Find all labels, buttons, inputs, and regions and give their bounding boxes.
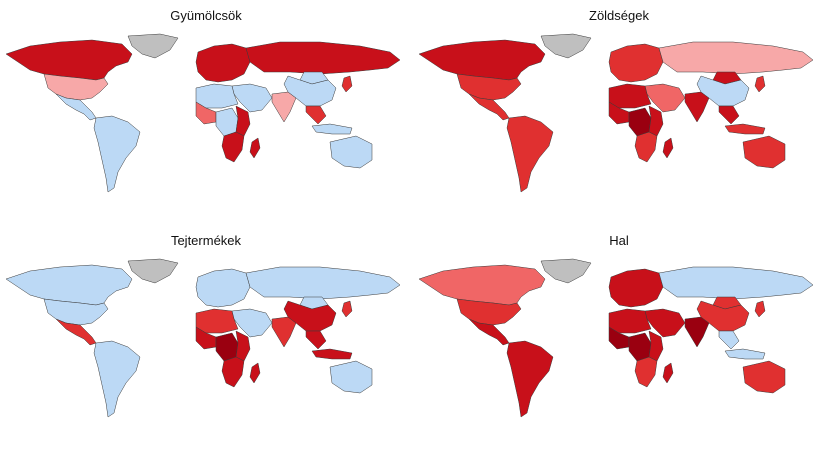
region-madagascar	[662, 137, 674, 159]
world-map	[5, 33, 401, 193]
region-east-africa	[235, 330, 251, 362]
region-india	[271, 316, 297, 348]
region-australia	[329, 360, 373, 394]
region-north-america	[5, 264, 133, 306]
region-australia	[329, 135, 373, 169]
region-east-africa	[648, 330, 664, 362]
region-middle-east	[231, 83, 273, 113]
region-southeast-asia	[305, 330, 327, 350]
region-europe	[195, 268, 251, 308]
region-south-africa	[221, 356, 245, 388]
region-india	[271, 91, 297, 123]
region-south-africa	[634, 356, 658, 388]
region-north-america	[418, 264, 546, 306]
region-china	[283, 300, 337, 332]
region-madagascar	[249, 362, 261, 384]
region-south-america	[93, 340, 141, 418]
region-south-africa	[221, 131, 245, 163]
region-south-america	[506, 340, 554, 418]
map-panel-vegetables: Zöldségek	[413, 0, 825, 225]
region-central-africa	[215, 107, 239, 137]
map-panel-fish: Hal	[413, 225, 825, 450]
region-japan	[754, 300, 766, 318]
region-east-africa	[235, 105, 251, 137]
region-middle-east	[644, 308, 686, 338]
region-central-africa	[628, 107, 652, 137]
region-middle-east	[644, 83, 686, 113]
region-southeast-asia	[718, 105, 740, 125]
world-map	[418, 258, 814, 418]
region-russia	[658, 41, 814, 75]
region-north-africa	[608, 308, 652, 334]
region-indonesia	[724, 123, 766, 135]
region-southeast-asia	[718, 330, 740, 350]
region-europe	[608, 43, 664, 83]
region-australia	[742, 360, 786, 394]
region-indonesia	[724, 348, 766, 360]
region-japan	[341, 300, 353, 318]
region-middle-east	[231, 308, 273, 338]
region-north-africa	[608, 83, 652, 109]
panel-title: Zöldségek	[589, 8, 649, 23]
map-panel-dairy: Tejtermékek	[0, 225, 412, 450]
region-china	[283, 75, 337, 107]
panel-title: Hal	[609, 233, 629, 248]
region-indonesia	[311, 348, 353, 360]
region-india	[684, 316, 710, 348]
region-central-africa	[628, 332, 652, 362]
map-panel-fruits: Gyümölcsök	[0, 0, 412, 225]
region-south-africa	[634, 131, 658, 163]
region-japan	[341, 75, 353, 93]
region-madagascar	[662, 362, 674, 384]
region-central-africa	[215, 332, 239, 362]
region-north-africa	[195, 83, 239, 109]
region-greenland	[127, 33, 179, 59]
world-map	[418, 33, 814, 193]
region-north-america	[5, 39, 133, 81]
region-greenland	[540, 33, 592, 59]
region-china	[696, 300, 750, 332]
region-southeast-asia	[305, 105, 327, 125]
region-south-america	[93, 115, 141, 193]
region-north-africa	[195, 308, 239, 334]
region-europe	[195, 43, 251, 83]
region-east-africa	[648, 105, 664, 137]
panel-title: Gyümölcsök	[170, 8, 242, 23]
world-map	[5, 258, 401, 418]
region-greenland	[127, 258, 179, 284]
region-madagascar	[249, 137, 261, 159]
region-russia	[658, 266, 814, 300]
panel-title: Tejtermékek	[170, 233, 242, 248]
region-indonesia	[311, 123, 353, 135]
region-russia	[245, 41, 401, 75]
region-china	[696, 75, 750, 107]
region-japan	[754, 75, 766, 93]
region-australia	[742, 135, 786, 169]
region-south-america	[506, 115, 554, 193]
region-greenland	[540, 258, 592, 284]
region-north-america	[418, 39, 546, 81]
region-russia	[245, 266, 401, 300]
region-india	[684, 91, 710, 123]
region-europe	[608, 268, 664, 308]
